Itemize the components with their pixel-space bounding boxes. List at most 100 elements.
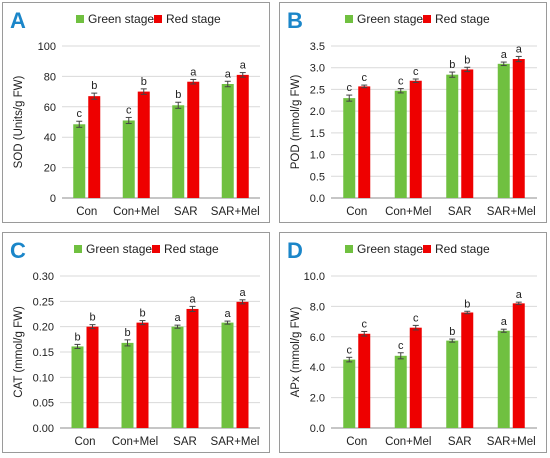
y-tick-label: 6.0 bbox=[310, 332, 325, 344]
x-category-label: Con bbox=[346, 206, 367, 218]
bar-green-sar bbox=[446, 74, 459, 198]
panel-letter: A bbox=[10, 8, 26, 33]
legend-swatch-red bbox=[154, 15, 162, 23]
significance-letter: a bbox=[239, 287, 246, 299]
significance-letter: b bbox=[449, 59, 455, 71]
significance-letter: c bbox=[362, 318, 368, 330]
y-tick-label: 0.5 bbox=[310, 171, 325, 183]
bar-red-sar-plus-mel bbox=[236, 301, 249, 428]
legend-label: Red stage bbox=[435, 12, 490, 26]
significance-letter: c bbox=[362, 72, 368, 84]
bar-red-con-plus-mel bbox=[409, 327, 422, 428]
x-category-label: Con bbox=[74, 436, 95, 448]
x-category-label: SAR+Mel bbox=[211, 206, 260, 218]
bar-red-sar bbox=[461, 312, 474, 428]
y-tick-label: 1.5 bbox=[310, 128, 325, 140]
legend-label: Green stage bbox=[357, 242, 423, 256]
legend-label: Red stage bbox=[435, 242, 490, 256]
significance-letter: b bbox=[124, 327, 130, 339]
x-category-label: Con+Mel bbox=[385, 206, 431, 218]
y-tick-label: 3.0 bbox=[310, 63, 325, 75]
y-tick-label: 0.0 bbox=[310, 193, 325, 205]
significance-letter: a bbox=[190, 66, 197, 78]
significance-letter: a bbox=[516, 43, 523, 55]
significance-letter: c bbox=[126, 104, 132, 116]
x-category-label: SAR+Mel bbox=[487, 436, 536, 448]
significance-letter: b bbox=[89, 312, 95, 324]
y-tick-label: 0.30 bbox=[33, 271, 54, 283]
y-tick-label: 3.5 bbox=[310, 41, 325, 53]
y-axis-label: CAT (mmol/g FW) bbox=[13, 306, 25, 398]
y-tick-label: 0.25 bbox=[33, 296, 54, 308]
bar-green-sar-plus-mel bbox=[497, 330, 510, 428]
legend-swatch-red bbox=[423, 15, 431, 23]
bar-green-con bbox=[71, 346, 84, 428]
significance-letter: a bbox=[174, 312, 181, 324]
bar-green-sar-plus-mel bbox=[221, 322, 234, 428]
panel-letter: B bbox=[287, 8, 303, 33]
bar-green-con-plus-mel bbox=[121, 342, 134, 428]
significance-letter: c bbox=[398, 76, 404, 88]
y-tick-label: 2.0 bbox=[310, 393, 325, 405]
bar-red-con bbox=[358, 86, 371, 198]
legend-swatch-red bbox=[152, 245, 160, 253]
x-category-label: SAR bbox=[448, 436, 472, 448]
significance-letter: b bbox=[74, 331, 80, 343]
y-tick-label: 1.0 bbox=[310, 150, 325, 162]
significance-letter: a bbox=[501, 49, 508, 61]
bar-red-sar bbox=[186, 308, 199, 428]
y-tick-label: 0.20 bbox=[33, 322, 54, 334]
chart-panel-b: B 0.0 0.5 1.0 1.5 2.0 2.5 3.0 3.5 POD (mmol/g FW)… bbox=[279, 2, 547, 223]
y-tick-label: 10.0 bbox=[304, 271, 325, 283]
significance-letter: c bbox=[413, 312, 419, 324]
x-category-label: SAR bbox=[173, 436, 197, 448]
y-tick-label: 0.10 bbox=[33, 372, 54, 384]
bar-red-con bbox=[358, 333, 371, 428]
y-tick-label: 0.05 bbox=[33, 398, 54, 410]
legend-label: Red stage bbox=[166, 12, 221, 26]
bar-red-sar bbox=[187, 81, 200, 198]
y-tick-label: 100 bbox=[38, 41, 56, 53]
bar-green-sar-plus-mel bbox=[221, 84, 234, 198]
y-tick-label: 8.0 bbox=[310, 301, 325, 313]
panel-letter: D bbox=[287, 238, 303, 263]
bar-green-sar bbox=[172, 105, 185, 198]
significance-letter: b bbox=[141, 76, 147, 88]
x-category-label: Con+Mel bbox=[112, 436, 158, 448]
y-tick-label: 80 bbox=[44, 71, 56, 83]
bar-green-con bbox=[343, 359, 356, 428]
y-tick-label: 0.0 bbox=[310, 423, 325, 435]
x-category-label: Con+Mel bbox=[113, 206, 159, 218]
significance-letter: b bbox=[175, 89, 181, 101]
bar-red-con bbox=[86, 326, 99, 428]
significance-letter: b bbox=[91, 80, 97, 92]
y-axis-label: APx (mmol/g FW) bbox=[290, 306, 302, 397]
significance-letter: b bbox=[139, 308, 145, 320]
bar-red-sar-plus-mel bbox=[512, 59, 525, 199]
bar-green-sar-plus-mel bbox=[497, 63, 510, 199]
y-tick-label: 20 bbox=[44, 163, 56, 175]
legend-label: Green stage bbox=[88, 12, 154, 26]
y-axis-label: POD (mmol/g FW) bbox=[290, 75, 302, 170]
y-tick-label: 2.0 bbox=[310, 106, 325, 118]
y-tick-label: 2.5 bbox=[310, 84, 325, 96]
bar-green-con bbox=[343, 98, 356, 198]
significance-letter: c bbox=[413, 66, 419, 78]
panel-letter: C bbox=[10, 238, 26, 263]
significance-letter: c bbox=[347, 344, 353, 356]
legend-label: Green stage bbox=[357, 12, 423, 26]
bar-red-con-plus-mel bbox=[409, 80, 422, 198]
significance-letter: a bbox=[189, 293, 196, 305]
bar-red-con bbox=[88, 96, 101, 198]
legend-swatch-green bbox=[76, 15, 84, 23]
legend-swatch-green bbox=[74, 245, 82, 253]
bar-green-sar bbox=[171, 326, 184, 428]
bar-green-con-plus-mel bbox=[394, 355, 407, 428]
legend-label: Red stage bbox=[164, 242, 219, 256]
legend-swatch-green bbox=[345, 245, 353, 253]
x-category-label: Con bbox=[346, 436, 367, 448]
significance-letter: b bbox=[464, 298, 470, 310]
y-tick-label: 40 bbox=[44, 132, 56, 144]
bar-green-con-plus-mel bbox=[394, 90, 407, 198]
